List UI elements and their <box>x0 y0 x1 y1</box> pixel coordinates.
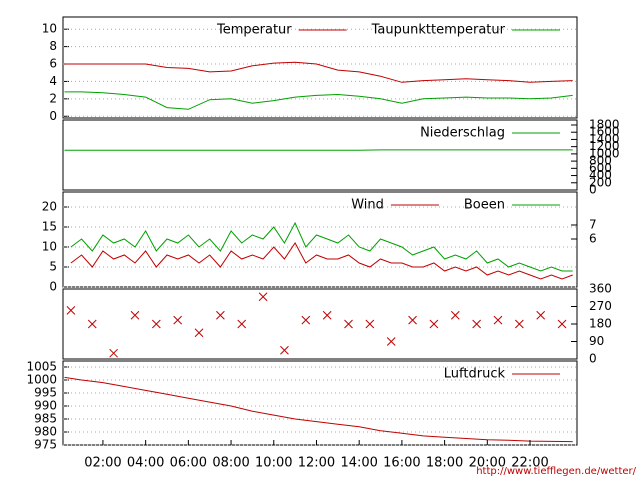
y2-tick-label: 180 <box>589 317 612 331</box>
panel-frame <box>62 288 578 360</box>
x-tick-label: 08:00 <box>212 456 249 471</box>
legend-label: Boeen <box>464 198 505 213</box>
direction-point <box>66 306 76 315</box>
x-tick-label: 20:00 <box>469 456 506 471</box>
x-tick-label: 16:00 <box>383 456 420 471</box>
legend-label: Luftdruck <box>444 367 506 382</box>
y2-tick-label: 1400 <box>589 132 620 146</box>
panel-frame <box>62 119 578 191</box>
series-line <box>70 221 573 272</box>
y2-tick-label: 1600 <box>589 125 620 139</box>
direction-point <box>322 310 332 320</box>
direction-point <box>450 310 460 320</box>
y2-tick-label: 400 <box>589 168 612 182</box>
direction-point <box>386 337 396 346</box>
direction-point <box>151 319 161 329</box>
y2-tick-label: 7 <box>589 218 597 232</box>
direction-point <box>408 315 417 325</box>
legend-label: Taupunkttemperatur <box>371 23 506 38</box>
legend-label: Wind <box>351 198 384 213</box>
legend-label: Niederschlag <box>420 126 505 141</box>
direction-point <box>237 319 247 329</box>
x-tick-label: 22:00 <box>511 456 548 471</box>
x-tick-label: 18:00 <box>426 456 463 471</box>
direction-point <box>365 319 375 329</box>
y-tick-label: 2 <box>49 91 57 105</box>
series-line <box>64 376 573 443</box>
y-tick-label: 990 <box>34 398 57 412</box>
y-tick-label: 10 <box>42 22 57 36</box>
x-tick-label: 10:00 <box>255 456 292 471</box>
y-tick-label: 15 <box>42 220 57 234</box>
y2-tick-label: 360 <box>589 282 612 296</box>
footer-link: http://www.tiefflegen.de/wetter/ <box>476 466 636 477</box>
direction-point <box>536 310 546 320</box>
y2-tick-label: 90 <box>589 334 604 348</box>
y-tick-label: 6 <box>49 57 57 71</box>
y-tick-label: 4 <box>49 74 57 88</box>
direction-point <box>301 315 311 325</box>
y2-tick-label: 0 <box>589 352 597 366</box>
y2-tick-label: 0 <box>589 183 597 197</box>
y2-tick-label: 6 <box>589 232 597 246</box>
y-tick-label: 975 <box>34 438 57 452</box>
series-line <box>64 91 573 110</box>
x-tick-label: 02:00 <box>84 456 121 471</box>
direction-point <box>429 319 439 329</box>
direction-point <box>557 319 567 329</box>
legend-label: Temperatur <box>216 23 292 38</box>
y-tick-label: 10 <box>42 240 57 254</box>
y2-tick-label: 1200 <box>589 139 620 153</box>
x-tick-label: 06:00 <box>170 456 207 471</box>
direction-point <box>493 315 503 325</box>
direction-point <box>130 310 140 320</box>
y-tick-label: 5 <box>49 260 57 274</box>
y2-tick-label: 800 <box>589 154 612 168</box>
direction-point <box>194 328 204 338</box>
x-tick-label: 14:00 <box>340 456 377 471</box>
y-tick-label: 8 <box>49 39 57 53</box>
y2-tick-label: 270 <box>589 299 612 313</box>
series-line <box>64 61 573 83</box>
y-tick-label: 995 <box>34 385 57 399</box>
y2-tick-label: 1800 <box>589 117 620 131</box>
series-line <box>70 242 573 280</box>
direction-point <box>472 319 481 329</box>
direction-point <box>173 315 183 325</box>
y2-tick-label: 600 <box>589 161 612 175</box>
y2-tick-label: 1000 <box>589 146 620 160</box>
direction-point <box>280 345 289 355</box>
panel-frame <box>62 16 578 119</box>
y-tick-label: 1005 <box>26 359 57 373</box>
y-tick-label: 0 <box>49 109 57 123</box>
y-tick-label: 0 <box>49 280 57 294</box>
x-tick-label: 12:00 <box>298 456 335 471</box>
y2-tick-label: 200 <box>589 175 612 189</box>
direction-point <box>344 319 353 329</box>
y-tick-label: 980 <box>34 424 57 438</box>
y-tick-label: 20 <box>42 200 57 214</box>
direction-point <box>109 348 118 358</box>
direction-point <box>87 319 97 329</box>
direction-point <box>258 292 268 302</box>
y-tick-label: 1000 <box>26 372 57 386</box>
y-tick-label: 985 <box>34 411 57 425</box>
x-tick-label: 04:00 <box>127 456 164 471</box>
direction-point <box>514 319 524 329</box>
direction-point <box>216 310 225 320</box>
